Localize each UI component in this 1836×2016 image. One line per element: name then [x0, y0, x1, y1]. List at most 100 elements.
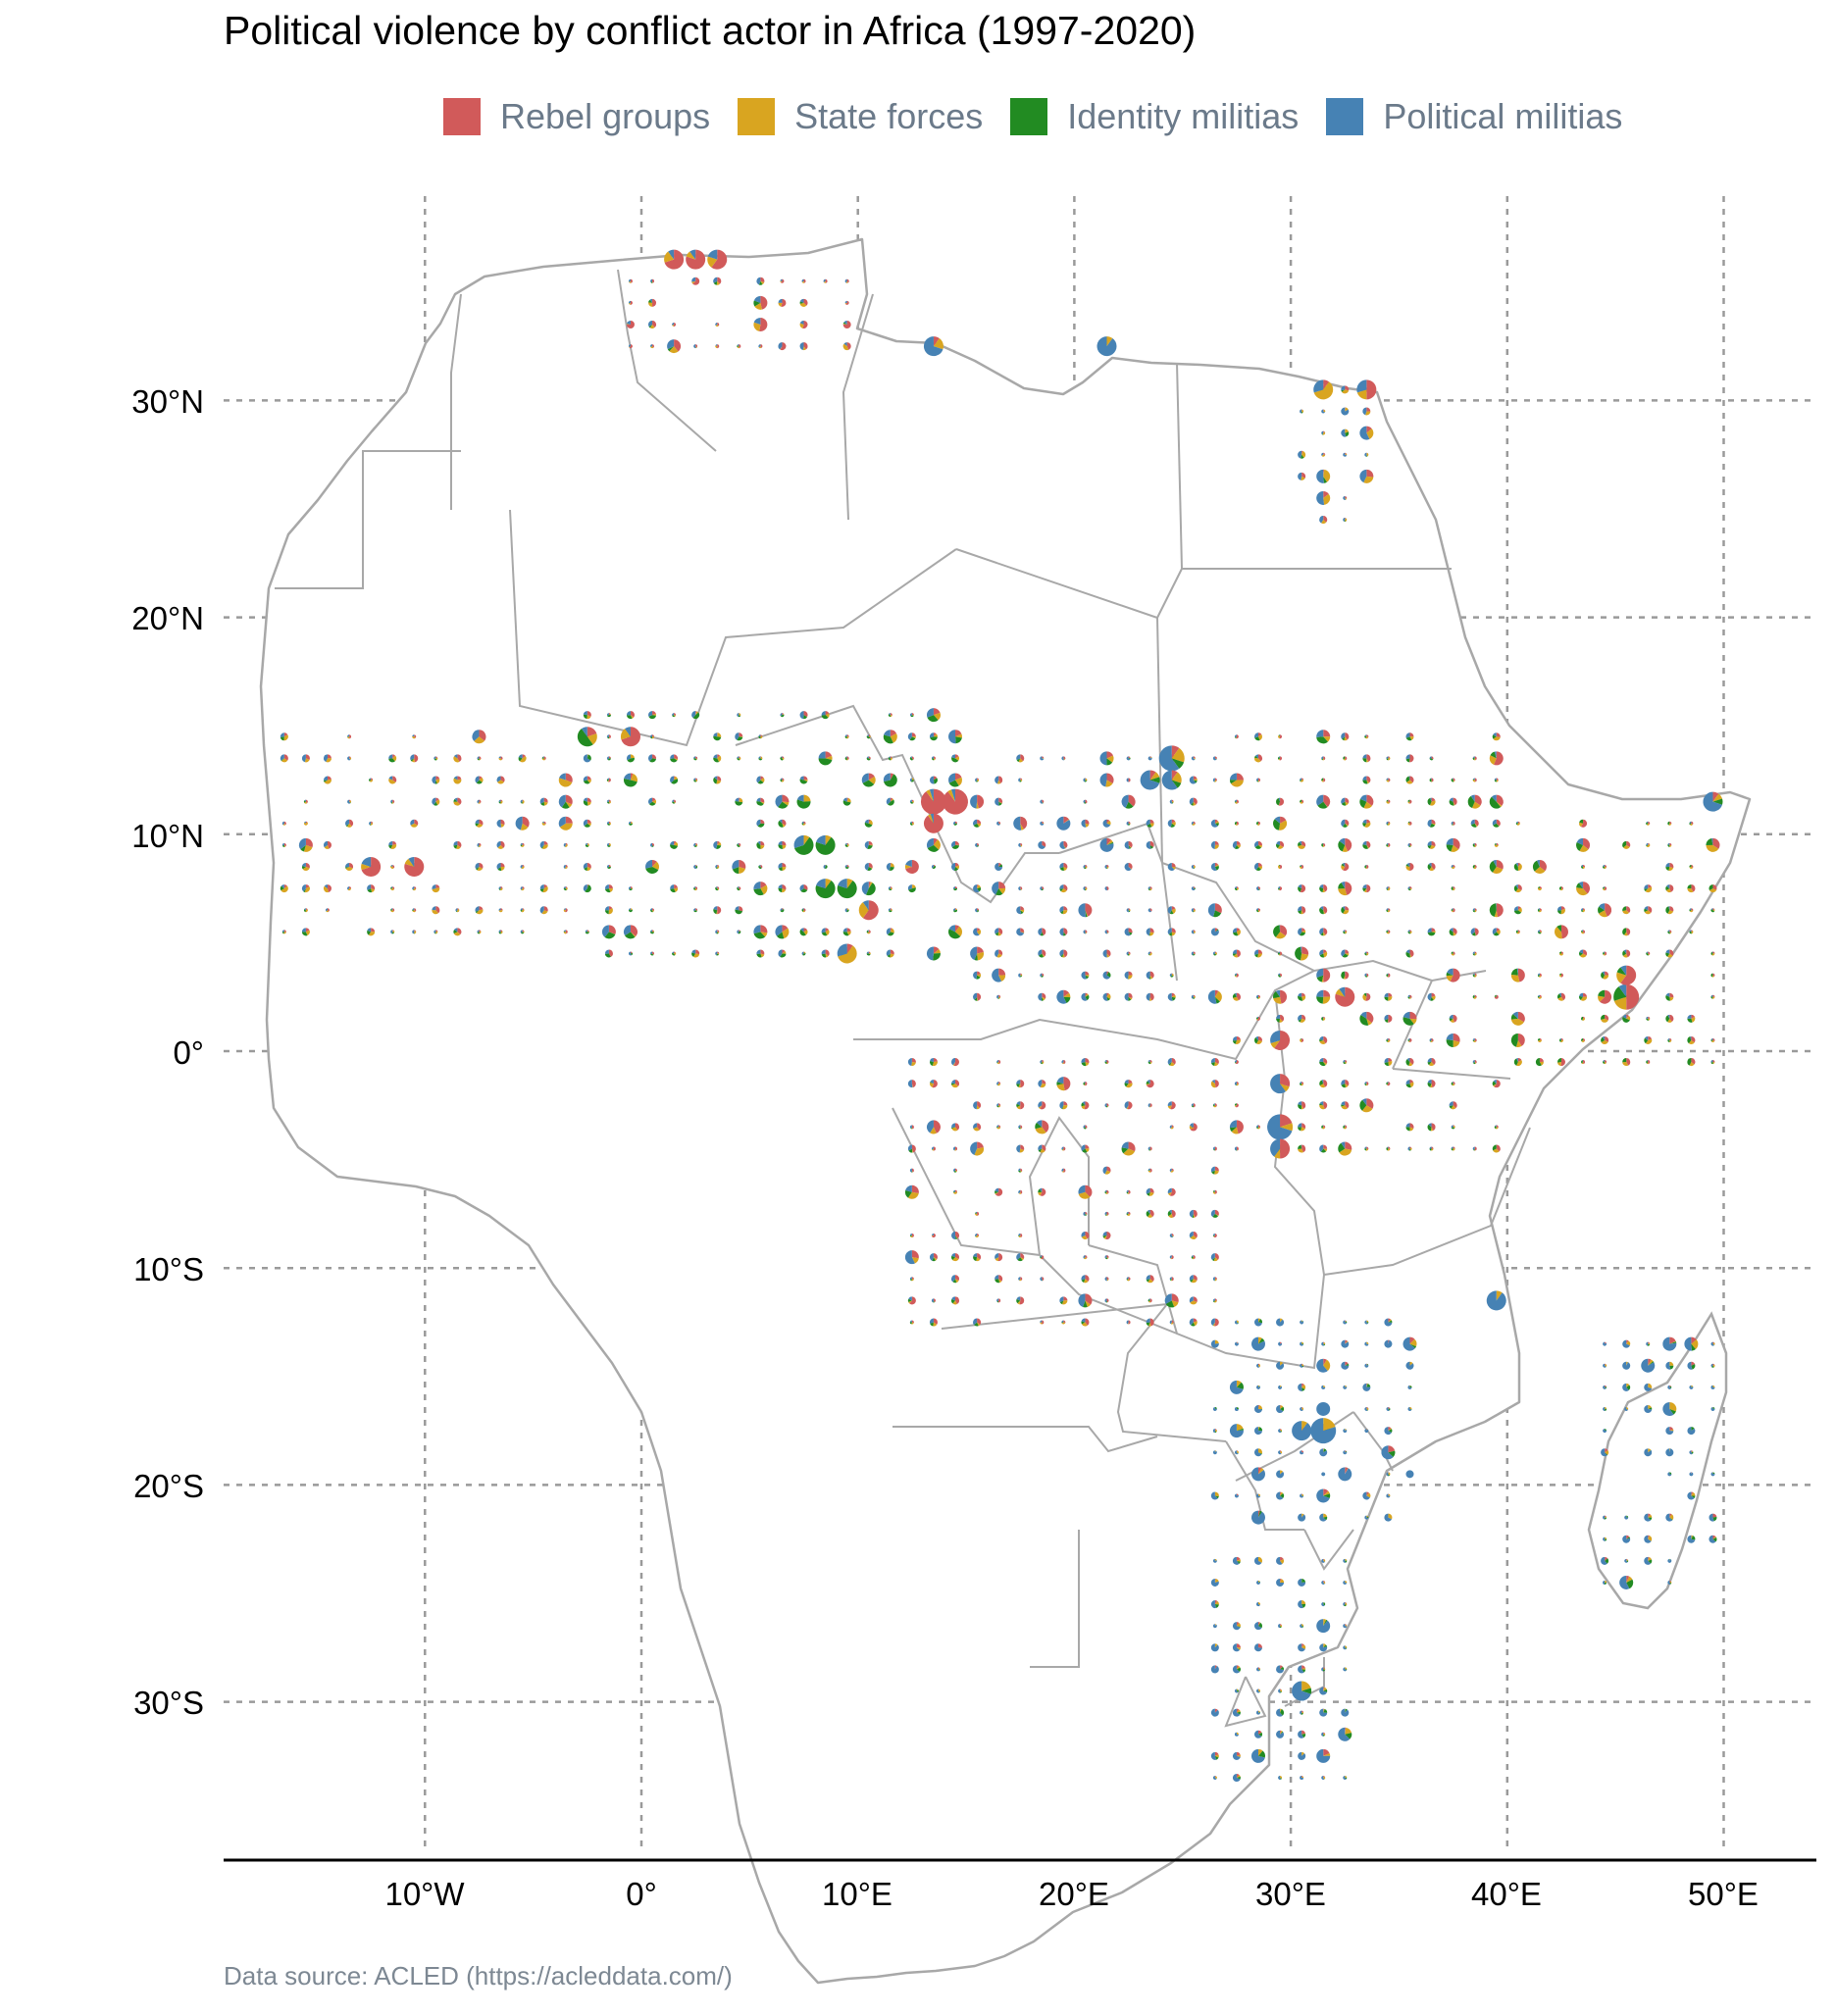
pie-slice [1063, 816, 1069, 824]
pie-slice [1301, 1101, 1306, 1109]
pie-marker [1343, 756, 1348, 761]
pie-slice [1323, 1448, 1325, 1453]
pie-slice [951, 1084, 958, 1088]
pie-slice [953, 888, 958, 891]
pie-slice [888, 932, 894, 936]
pie-slice [1341, 1104, 1346, 1107]
pie-slice [992, 968, 1002, 983]
pie-marker [1598, 989, 1612, 1004]
pie-slice [1019, 1296, 1025, 1305]
pie-slice [558, 816, 566, 828]
pie-slice [1409, 1146, 1412, 1149]
pie-marker [650, 930, 655, 934]
pie-marker [301, 928, 310, 936]
pie-slice [1363, 992, 1367, 997]
pie-marker [1253, 1556, 1262, 1565]
pie-slice [347, 888, 352, 891]
pie-slice [973, 823, 980, 828]
pie-slice [1539, 930, 1542, 932]
pie-slice [1257, 1385, 1260, 1387]
pie-slice [846, 908, 848, 911]
pie-marker [1364, 734, 1369, 739]
pie-marker [1035, 1120, 1049, 1134]
pie-slice [1062, 1062, 1064, 1065]
pie-slice [760, 735, 763, 739]
pie-slice [1363, 888, 1367, 893]
pie-slice [994, 1191, 999, 1195]
pie-slice [1560, 1037, 1563, 1040]
pie-slice [1300, 1624, 1303, 1629]
pie-slice [1691, 1058, 1696, 1065]
pie-marker [1169, 1168, 1174, 1173]
pie-marker [432, 906, 440, 915]
pie-slice [739, 859, 746, 870]
pie-marker [583, 862, 591, 871]
pie-slice [1472, 910, 1475, 913]
pie-slice [1059, 949, 1064, 957]
pie-marker [909, 1168, 914, 1173]
pie-slice [1016, 1299, 1021, 1304]
pie-marker-major [815, 834, 836, 855]
pie-slice [1083, 1255, 1086, 1259]
pie-marker [347, 756, 352, 761]
pie-slice [1386, 1146, 1389, 1151]
pie-slice [1250, 1748, 1265, 1763]
pie-slice [1018, 1235, 1021, 1236]
pie-slice [1257, 780, 1260, 782]
pie-marker [1253, 1404, 1262, 1413]
pie-marker [1083, 1082, 1088, 1086]
pie-slice [1665, 992, 1670, 997]
pie-slice [1431, 823, 1436, 826]
pie-slice [391, 932, 394, 934]
pie-marker [1038, 1080, 1046, 1088]
pie-slice [1214, 1300, 1217, 1303]
pie-slice [1039, 953, 1044, 958]
pie-slice [305, 908, 308, 911]
pie-slice [1712, 1037, 1715, 1041]
pie-marker [1515, 930, 1520, 934]
pie-slice [1300, 932, 1306, 936]
pie-marker [907, 1080, 916, 1088]
pie-slice [347, 886, 350, 890]
pie-marker [1321, 1016, 1326, 1021]
pie-marker [1232, 840, 1241, 849]
pie-marker-major [923, 813, 944, 833]
pie-slice [518, 754, 523, 759]
pie-slice [601, 925, 609, 937]
pie-slice [844, 756, 847, 761]
pie-slice [952, 1257, 959, 1262]
pie-slice [1407, 994, 1410, 997]
pie-slice [1430, 778, 1432, 781]
pie-marker [1472, 842, 1477, 847]
pie-slice [931, 1298, 934, 1303]
pie-slice [998, 1298, 1001, 1303]
pie-slice [739, 866, 746, 874]
pie-slice [911, 1279, 914, 1282]
pie-slice [1427, 840, 1432, 846]
chart-title: Political violence by conflict actor in … [224, 8, 1197, 53]
pie-slice [1257, 1710, 1260, 1713]
pie-slice [412, 910, 416, 913]
pie-slice [1452, 778, 1454, 781]
pie-slice [717, 732, 718, 737]
pie-slice [1169, 1255, 1172, 1259]
pie-slice [1040, 1255, 1043, 1258]
pie-slice [933, 1300, 935, 1303]
pie-slice [326, 910, 328, 912]
pie-marker [1644, 1404, 1653, 1413]
pie-slice [672, 951, 675, 954]
pie-slice [1040, 1320, 1043, 1323]
pie-slice [1539, 1061, 1544, 1066]
pie-slice [1019, 1279, 1022, 1282]
pie-slice [738, 931, 741, 934]
pie-slice [1280, 1730, 1282, 1735]
pie-slice [630, 754, 635, 759]
pie-slice [1366, 1011, 1374, 1024]
pie-slice [1191, 951, 1194, 956]
pie-marker [1126, 1277, 1131, 1282]
pie-slice [907, 1144, 912, 1151]
pie-slice [1234, 801, 1237, 803]
pie-marker [1018, 778, 1023, 782]
pie-slice [1236, 1688, 1239, 1691]
pie-marker [1405, 1080, 1414, 1088]
